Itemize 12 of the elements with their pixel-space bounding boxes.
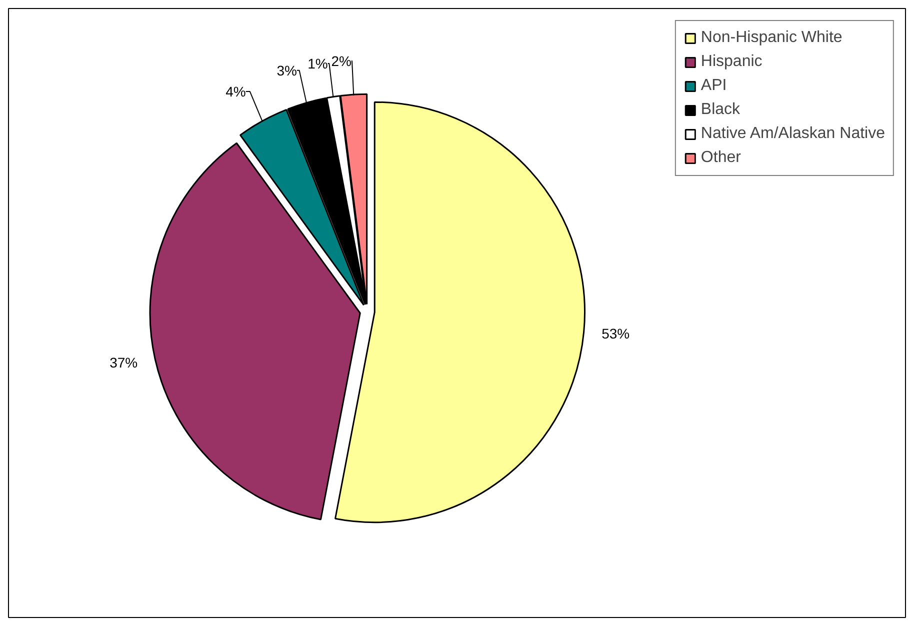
legend-label: Black — [700, 101, 740, 119]
legend-label: Non-Hispanic White — [700, 29, 842, 47]
data-label: 53% — [602, 326, 630, 342]
legend-label: Other — [700, 149, 741, 167]
data-label: 2% — [331, 52, 352, 69]
data-label: 4% — [226, 83, 246, 100]
legend-label: Hispanic — [700, 53, 762, 71]
legend-label: API — [700, 77, 727, 95]
data-label: 37% — [110, 354, 138, 371]
legend-label: Native Am/Alaskan Native — [700, 125, 885, 143]
data-label: 3% — [276, 62, 297, 78]
data-label: 1% — [308, 56, 328, 72]
